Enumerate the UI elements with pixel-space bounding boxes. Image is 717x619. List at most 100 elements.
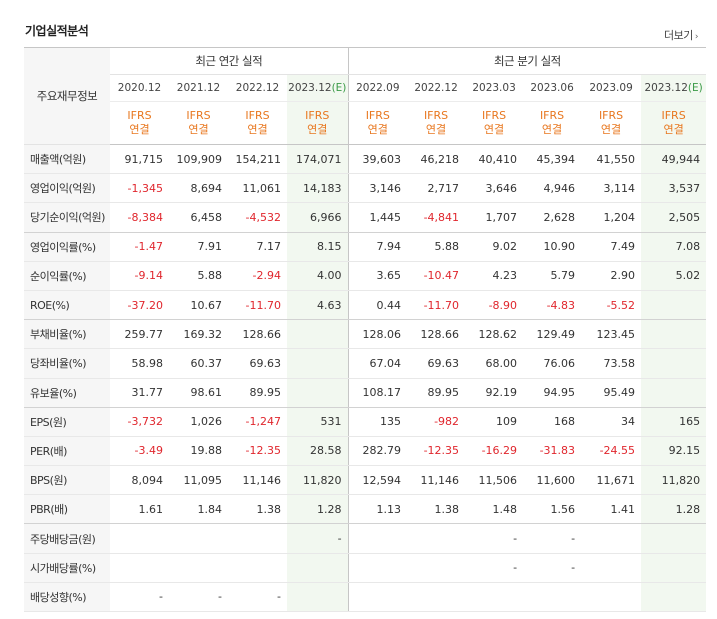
row-label: 유보율(%)	[24, 378, 110, 408]
table-cell: 9.02	[465, 232, 524, 262]
table-cell: 135	[347, 407, 408, 437]
row-label: 당좌비율(%)	[24, 348, 110, 379]
table-cell: 11,095	[169, 465, 228, 496]
section-title: 기업실적분석	[25, 24, 89, 38]
ifrs-standard: IFRS	[365, 109, 390, 122]
table-cell: -1,247	[228, 407, 287, 437]
table-row: 당좌비율(%) 58.98 60.37 69.63 67.04 69.63 68.00 76.…	[24, 348, 707, 379]
table-cell: -16.29	[465, 436, 524, 467]
table-cell: 67.04	[347, 348, 408, 379]
table-cell: 7.49	[581, 232, 642, 262]
financial-table-container: 주요재무정보 최근 연간 실적 최근 분기 실적 2020.12 2021.12 2…	[24, 47, 707, 613]
ifrs-label: IFRS 연결	[523, 101, 582, 145]
period-date: 2021.12	[176, 82, 221, 94]
table-cell: 3.65	[347, 261, 408, 291]
table-cell: -31.83	[523, 436, 582, 467]
ifrs-standard: IFRS	[423, 109, 449, 122]
table-cell: 58.98	[110, 348, 169, 379]
row-label: 주당배당금(원)	[24, 523, 110, 554]
table-cell: 4.63	[287, 290, 349, 321]
table-row: 순이익률(%) -9.14 5.88 -2.94 4.00 3.65 -10.47 4.23 5…	[24, 261, 707, 291]
table-cell: -	[523, 553, 582, 583]
table-cell	[641, 378, 707, 408]
table-cell: -982	[407, 407, 466, 437]
period-date: 2023.03	[472, 82, 516, 94]
table-cell: 76.06	[523, 348, 582, 379]
corner-header: 주요재무정보	[24, 47, 110, 145]
table-cell: 45,394	[523, 144, 582, 175]
table-cell	[169, 523, 228, 554]
table-cell: 1.61	[110, 494, 169, 525]
ifrs-consolidated: 연결	[483, 123, 505, 136]
table-cell: 108.17	[347, 378, 408, 408]
table-cell: 11,146	[228, 465, 287, 496]
table-cell: -11.70	[407, 290, 466, 321]
table-cell: -37.20	[110, 290, 169, 321]
ifrs-consolidated: 연결	[541, 123, 563, 136]
table-cell	[287, 319, 349, 350]
table-cell: 531	[287, 407, 349, 437]
table-cell: 0.44	[347, 290, 408, 321]
table-cell: 7.91	[169, 232, 228, 262]
table-cell: 154,211	[228, 144, 287, 175]
more-link[interactable]: 더보기 ›	[664, 27, 699, 43]
table-cell: -	[465, 553, 524, 583]
table-cell	[641, 319, 707, 350]
period-date: 2022.12	[414, 82, 458, 94]
table-cell: -1.47	[110, 232, 169, 262]
ifrs-consolidated: 연결	[188, 123, 209, 136]
table-cell: 109,909	[169, 144, 228, 175]
table-cell: 4,946	[523, 173, 582, 204]
table-cell: 2,505	[641, 202, 707, 233]
table-cell: 5.79	[523, 261, 582, 291]
ifrs-standard: IFRS	[539, 109, 565, 122]
table-cell: 1.38	[228, 494, 287, 525]
table-cell: 4.23	[465, 261, 524, 291]
table-cell: -12.35	[407, 436, 466, 467]
table-cell	[641, 348, 707, 379]
estimate-marker: (E)	[331, 82, 347, 94]
table-cell: 3,114	[581, 173, 642, 204]
table-cell: -	[523, 523, 582, 554]
table-cell: 123.45	[581, 319, 642, 350]
table-cell: 11,671	[581, 465, 642, 496]
table-cell	[169, 553, 228, 583]
table-cell: 28.58	[287, 436, 349, 467]
table-cell: 2,628	[523, 202, 582, 233]
table-cell: 7.08	[641, 232, 707, 262]
row-label: 순이익률(%)	[24, 261, 110, 291]
period-header: 2023.06	[523, 74, 582, 102]
period-header: 2022.12	[407, 74, 466, 102]
table-cell: -5.52	[581, 290, 642, 321]
table-cell: 92.19	[465, 378, 524, 408]
table-cell	[287, 582, 349, 613]
table-cell	[581, 582, 642, 613]
table-cell	[228, 553, 287, 583]
table-cell: 5.88	[169, 261, 228, 291]
chevron-right-icon: ›	[694, 32, 699, 42]
table-cell: 12,594	[347, 465, 408, 496]
table-cell	[581, 553, 642, 583]
row-label: 배당성향(%)	[24, 582, 110, 613]
table-cell: -3.49	[110, 436, 169, 467]
table-cell: 1.84	[169, 494, 228, 525]
table-cell: -1,345	[110, 173, 169, 204]
table-cell: 11,146	[407, 465, 466, 496]
ifrs-standard: IFRS	[127, 109, 152, 122]
table-cell: -4.83	[523, 290, 582, 321]
table-cell: 7.17	[228, 232, 287, 262]
table-cell: 129.49	[523, 319, 582, 350]
period-header: 2022.09	[347, 74, 408, 102]
period-date: 2023.09	[589, 82, 633, 94]
table-cell: -11.70	[228, 290, 287, 321]
table-cell: 128.66	[407, 319, 466, 350]
table-cell: 31.77	[110, 378, 169, 408]
table-cell	[347, 582, 408, 613]
table-cell: 41,550	[581, 144, 642, 175]
ifrs-standard: IFRS	[598, 109, 624, 122]
table-cell: 128.06	[347, 319, 408, 350]
ifrs-consolidated: 연결	[600, 123, 622, 136]
table-cell: 89.95	[228, 378, 287, 408]
table-row: 주당배당금(원) - - -	[24, 523, 707, 554]
table-cell: 174,071	[287, 144, 349, 175]
